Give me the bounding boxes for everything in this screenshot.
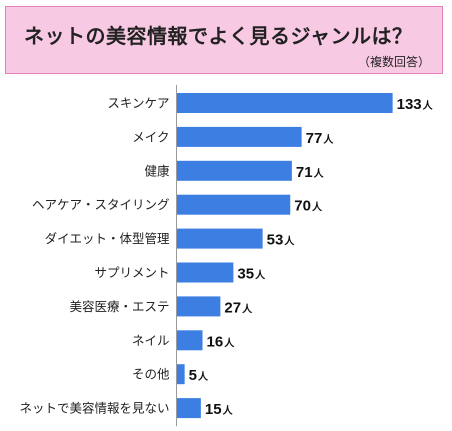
bar [176, 228, 263, 249]
category-label: 健康 [144, 163, 170, 178]
data-label: 71人 [296, 164, 325, 181]
data-label: 53人 [267, 232, 296, 249]
category-label: ダイエット・体型管理 [45, 231, 170, 246]
bar [176, 160, 292, 181]
category-label: ネットで美容情報を見ない [19, 401, 169, 416]
data-label: 35人 [237, 266, 266, 283]
bar [176, 330, 203, 351]
category-label: 美容医療・エステ [69, 299, 169, 314]
category-label: ヘアケア・スタイリング [32, 197, 170, 212]
data-label: 15人 [205, 401, 234, 418]
category-label: ネイル [132, 333, 170, 348]
data-label: 5人 [189, 367, 209, 384]
data-label: 133人 [397, 96, 434, 113]
chart-title: ネットの美容情報でよく見るジャンルは？ [24, 24, 413, 48]
data-label: 77人 [306, 130, 335, 147]
title-banner: ネットの美容情報でよく見るジャンルは？ （複数回答） [5, 6, 443, 74]
bar [176, 93, 393, 113]
data-label: 27人 [224, 299, 253, 316]
bar [176, 126, 302, 147]
category-label: スキンケア [107, 96, 169, 111]
category-label: その他 [132, 367, 170, 382]
category-label: メイク [132, 129, 169, 144]
category-label: サプリメント [94, 265, 169, 280]
bar [176, 296, 221, 317]
bar [176, 364, 185, 385]
bar [176, 398, 201, 419]
bar [176, 194, 291, 215]
chart-subtitle: （複数回答） [357, 55, 430, 69]
bar [176, 262, 234, 283]
data-label: 16人 [207, 333, 236, 350]
data-label: 70人 [294, 198, 323, 215]
